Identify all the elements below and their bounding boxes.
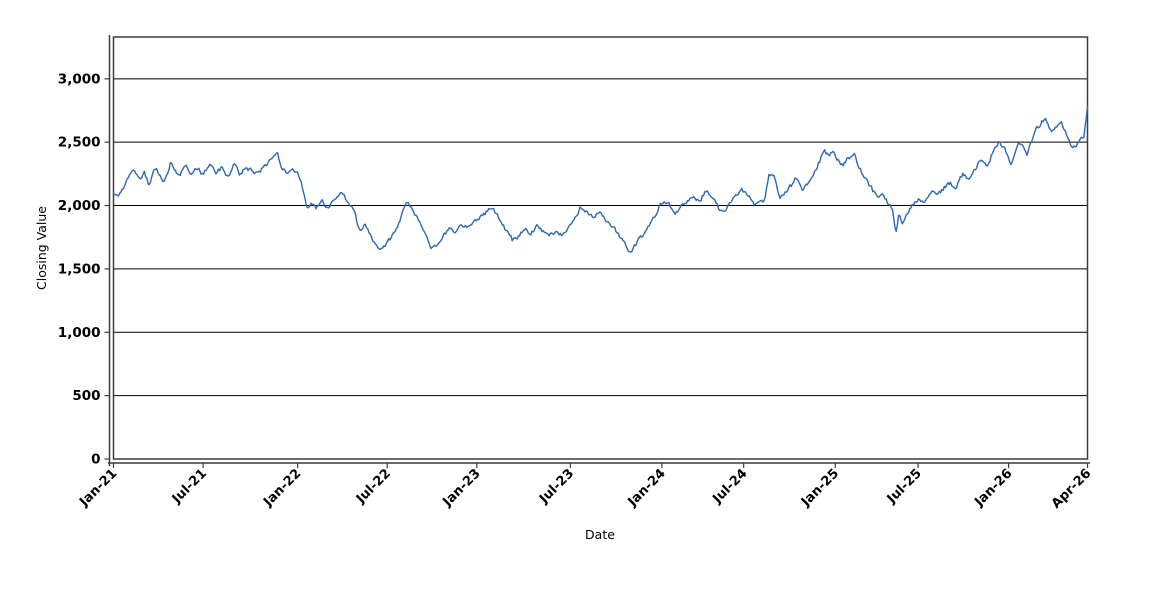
y-tick-label: 1,500 — [58, 261, 101, 277]
x-axis-title: Date — [585, 527, 615, 542]
plot-frame — [112, 36, 1089, 460]
y-tick-label: 2,500 — [58, 135, 101, 151]
y-tick-label: 500 — [72, 388, 100, 404]
y-tick-label: 1,000 — [58, 325, 101, 341]
y-tick-label: 0 — [91, 452, 100, 468]
y-axis-title: Closing Value — [34, 206, 49, 290]
series-line — [112, 106, 1089, 253]
y-tick-label: 3,000 — [58, 71, 101, 87]
y-tick-label: 2,000 — [58, 198, 101, 214]
